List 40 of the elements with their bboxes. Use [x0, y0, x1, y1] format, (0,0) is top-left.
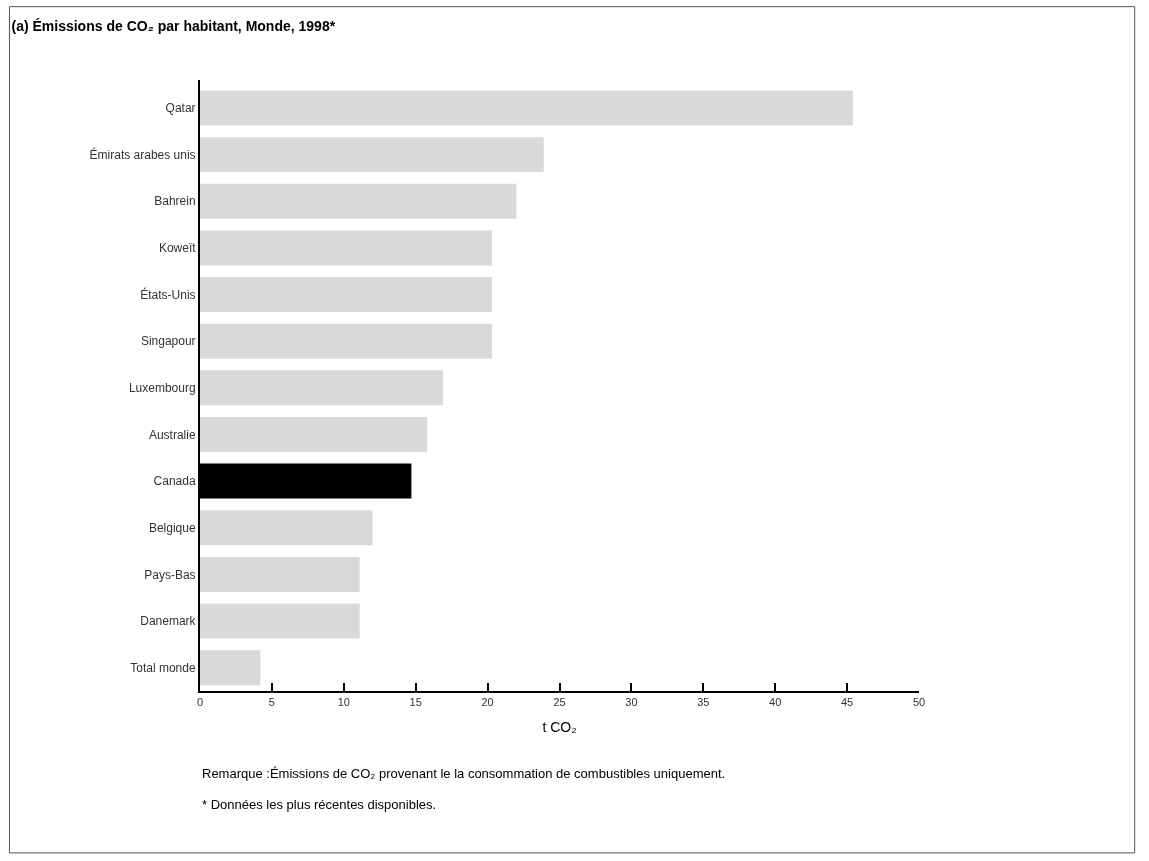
- x-tick-label: 40: [769, 696, 782, 709]
- bar: [200, 183, 517, 219]
- x-tick-label: 15: [409, 696, 422, 709]
- bar: [200, 90, 853, 126]
- bar: [200, 650, 261, 686]
- text: * Données les plus récentes disponibles.: [202, 797, 437, 812]
- bar: [200, 277, 492, 313]
- y-tick-label: Qatar: [165, 101, 196, 116]
- x-tick-label: 45: [840, 696, 854, 709]
- y-tick-label: Émirats arabes unis: [89, 146, 196, 162]
- x-axis-title: t CO₂: [542, 719, 577, 735]
- y-tick-label: Bahrein: [154, 194, 196, 209]
- y-tick-label: Singapour: [140, 334, 196, 349]
- bar: [200, 323, 492, 359]
- x-tick-label: 5: [268, 696, 275, 709]
- bar: [200, 137, 544, 173]
- x-tick-label: 10: [337, 696, 350, 709]
- bar: [200, 370, 444, 406]
- x-tick-label: 30: [625, 696, 638, 709]
- chart-title: (a) Émissions de CO₂ par habitant, Monde, 1998*: [11, 18, 336, 35]
- text: Remarque :Émissions de CO₂ provenant le la consommation de combustibles uniquement.: [202, 766, 726, 781]
- x-tick-label: 20: [481, 696, 494, 709]
- y-tick-label: Canada: [153, 474, 196, 489]
- x-tick-label: 50: [912, 696, 926, 709]
- bar: [200, 556, 360, 592]
- y-tick-label: Total monde: [130, 660, 196, 675]
- y-tick-label: Belgique: [148, 520, 196, 535]
- bar: [200, 510, 373, 546]
- bar: [200, 416, 428, 452]
- bar: [200, 603, 360, 639]
- x-tick-label: 25: [553, 696, 566, 709]
- y-tick-label: Danemark: [140, 614, 197, 629]
- bar: [200, 230, 492, 266]
- x-tick-label: 0: [196, 696, 204, 709]
- y-tick-label: Pays-Bas: [144, 567, 196, 582]
- y-tick-label: Australie: [148, 427, 196, 442]
- y-tick-label: Koweït: [158, 241, 197, 256]
- y-tick-label: États-Unis: [140, 286, 196, 302]
- y-tick-label: Luxembourg: [128, 381, 196, 396]
- x-tick-label: 35: [697, 696, 710, 709]
